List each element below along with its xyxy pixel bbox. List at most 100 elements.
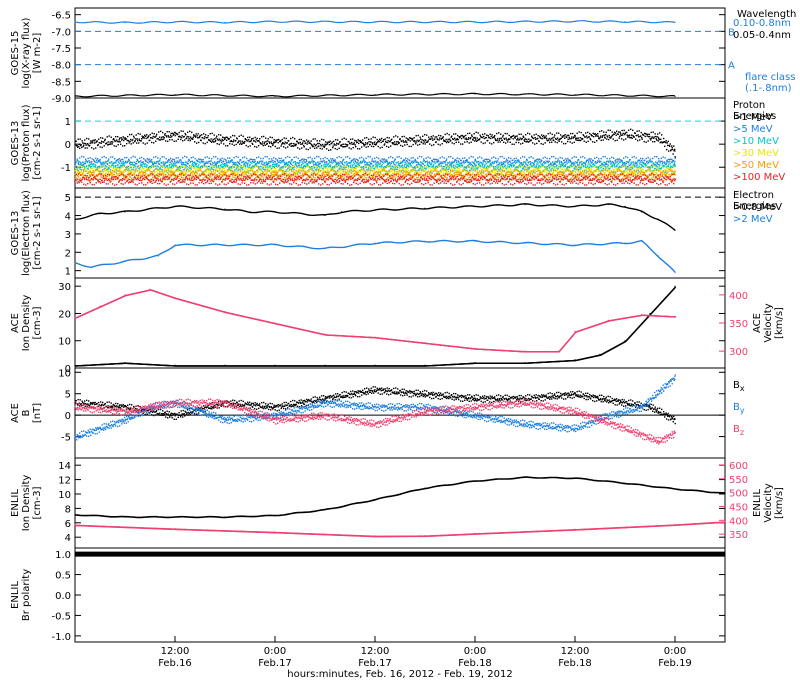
data-point <box>258 167 260 169</box>
data-point <box>104 169 106 172</box>
data-point <box>190 138 192 140</box>
data-point <box>354 159 356 162</box>
data-point <box>264 170 266 173</box>
data-point <box>403 170 405 173</box>
data-point <box>544 175 546 177</box>
data-point <box>118 169 120 171</box>
data-point <box>506 132 508 135</box>
data-point <box>459 136 461 138</box>
data-point <box>397 166 399 169</box>
data-point <box>619 159 621 161</box>
data-point <box>86 137 88 140</box>
data-point <box>341 144 343 146</box>
data-point <box>188 136 190 138</box>
data-point <box>578 168 580 170</box>
data-point <box>550 139 552 141</box>
data-point <box>160 165 162 167</box>
data-point <box>453 164 455 167</box>
data-point <box>352 138 354 140</box>
data-point <box>110 169 112 171</box>
data-point <box>484 133 486 135</box>
data-point <box>565 142 567 145</box>
data-point <box>560 137 562 140</box>
data-point <box>201 134 203 136</box>
data-point <box>446 141 448 144</box>
data-point <box>241 169 243 172</box>
data-point <box>508 157 510 159</box>
data-point <box>298 164 300 167</box>
data-point <box>403 159 405 161</box>
data-point <box>116 172 118 175</box>
data-point <box>122 164 124 166</box>
data-point <box>567 161 569 163</box>
data-point <box>394 159 396 162</box>
data-point <box>463 170 465 173</box>
data-point <box>329 140 331 142</box>
data-point <box>158 162 160 165</box>
data-point <box>307 148 309 151</box>
data-point <box>106 161 108 163</box>
data-point <box>412 162 414 164</box>
data-point <box>512 138 514 140</box>
data-point <box>169 136 171 138</box>
data-point <box>632 167 634 169</box>
data-point <box>78 173 80 176</box>
data-point <box>489 164 491 166</box>
data-point <box>626 161 628 163</box>
data-point <box>344 175 346 177</box>
data-point <box>108 167 110 170</box>
data-point <box>121 139 123 141</box>
data-point <box>452 161 454 164</box>
data-point <box>330 161 332 163</box>
data-point <box>94 142 96 144</box>
data-point <box>77 138 79 140</box>
data-point <box>163 136 165 139</box>
data-point <box>283 170 285 173</box>
data-point <box>563 162 565 165</box>
data-point <box>189 167 191 169</box>
data-point <box>414 172 416 175</box>
data-point <box>332 166 334 168</box>
data-point <box>631 156 633 158</box>
data-point <box>93 166 95 169</box>
data-point <box>102 176 104 179</box>
data-point <box>91 161 93 163</box>
data-point <box>86 147 88 149</box>
data-point <box>379 166 381 168</box>
data-point <box>94 168 96 171</box>
data-point <box>529 166 531 169</box>
data-point <box>483 166 485 168</box>
data-point <box>236 166 238 168</box>
data-point <box>215 139 217 142</box>
data-point <box>85 175 87 178</box>
data-point <box>574 20 576 22</box>
data-point <box>462 157 464 160</box>
data-point <box>114 165 116 167</box>
data-point <box>667 140 669 143</box>
data-point <box>136 138 138 140</box>
data-point <box>576 162 578 164</box>
data-point <box>564 161 566 164</box>
data-point <box>569 138 571 140</box>
data-point <box>157 172 159 174</box>
data-point <box>172 158 174 160</box>
data-point <box>666 160 668 162</box>
data-point <box>428 138 430 140</box>
data-point <box>227 164 229 167</box>
data-point <box>412 157 414 159</box>
data-point <box>493 162 495 164</box>
data-point <box>485 158 487 161</box>
data-point <box>487 139 489 142</box>
data-point <box>609 165 611 168</box>
data-point <box>84 160 86 163</box>
data-point <box>325 163 327 166</box>
data-point <box>108 177 110 180</box>
data-point <box>348 166 350 168</box>
data-point <box>138 161 140 164</box>
data-point <box>556 132 558 134</box>
data-point <box>153 174 155 177</box>
data-point <box>78 143 80 146</box>
data-point <box>513 164 515 166</box>
data-point <box>603 167 605 170</box>
data-point <box>446 171 448 174</box>
